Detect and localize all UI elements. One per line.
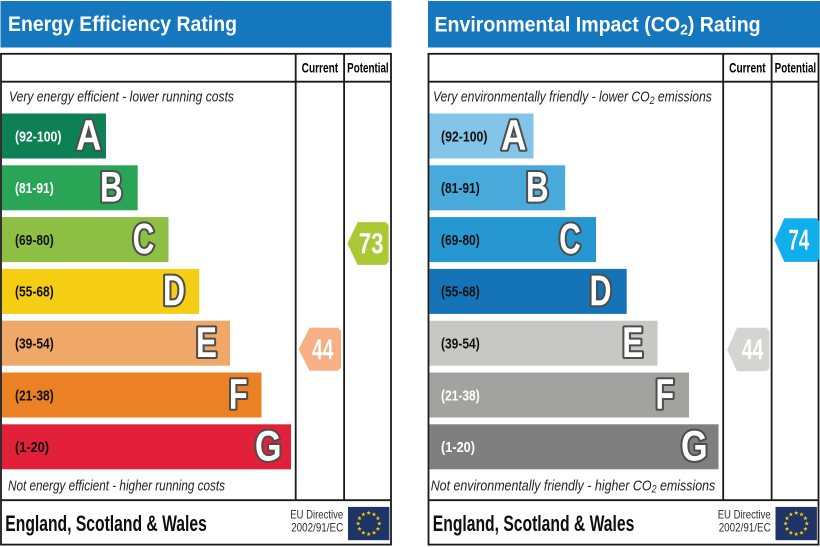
svg-text:Current: Current xyxy=(729,60,766,76)
svg-text:Potential: Potential xyxy=(347,60,389,76)
svg-text:(81-91): (81-91) xyxy=(441,180,480,197)
svg-text:Not energy efficient - higher: Not energy efficient - higher running co… xyxy=(8,477,225,494)
svg-text:(81-91): (81-91) xyxy=(15,180,54,197)
svg-text:Very energy efficient - lower: Very energy efficient - lower running co… xyxy=(9,89,234,106)
svg-text:England, Scotland & Wales: England, Scotland & Wales xyxy=(5,511,207,536)
svg-text:(69-80): (69-80) xyxy=(15,232,54,249)
svg-text:2002/91/EC: 2002/91/EC xyxy=(291,520,343,534)
svg-text:(21-38): (21-38) xyxy=(441,387,480,404)
svg-text:(55-68): (55-68) xyxy=(441,284,480,301)
svg-text:(69-80): (69-80) xyxy=(441,232,480,249)
svg-text:2002/91/EC: 2002/91/EC xyxy=(719,520,771,534)
svg-text:England, Scotland & Wales: England, Scotland & Wales xyxy=(433,511,635,536)
svg-text:Potential: Potential xyxy=(775,60,817,76)
svg-text:Very environmentally friendly: Very environmentally friendly - lower CO… xyxy=(433,88,712,107)
svg-text:Environmental Impact (CO2) Rat: Environmental Impact (CO2) Rating xyxy=(435,14,761,39)
svg-text:(39-54): (39-54) xyxy=(441,336,480,353)
svg-text:(1-20): (1-20) xyxy=(15,439,49,456)
svg-text:EU Directive: EU Directive xyxy=(718,507,771,521)
svg-text:EU Directive: EU Directive xyxy=(290,507,343,521)
svg-text:Energy Efficiency Rating: Energy Efficiency Rating xyxy=(8,13,237,36)
svg-text:(92-100): (92-100) xyxy=(441,128,488,145)
svg-text:(92-100): (92-100) xyxy=(15,128,62,145)
svg-text:(39-54): (39-54) xyxy=(15,336,54,353)
svg-text:Not environmentally friendly -: Not environmentally friendly - higher CO… xyxy=(431,477,716,496)
svg-text:(21-38): (21-38) xyxy=(15,387,54,404)
svg-text:(1-20): (1-20) xyxy=(441,439,475,456)
svg-text:(55-68): (55-68) xyxy=(15,284,54,301)
svg-text:Current: Current xyxy=(302,60,339,76)
